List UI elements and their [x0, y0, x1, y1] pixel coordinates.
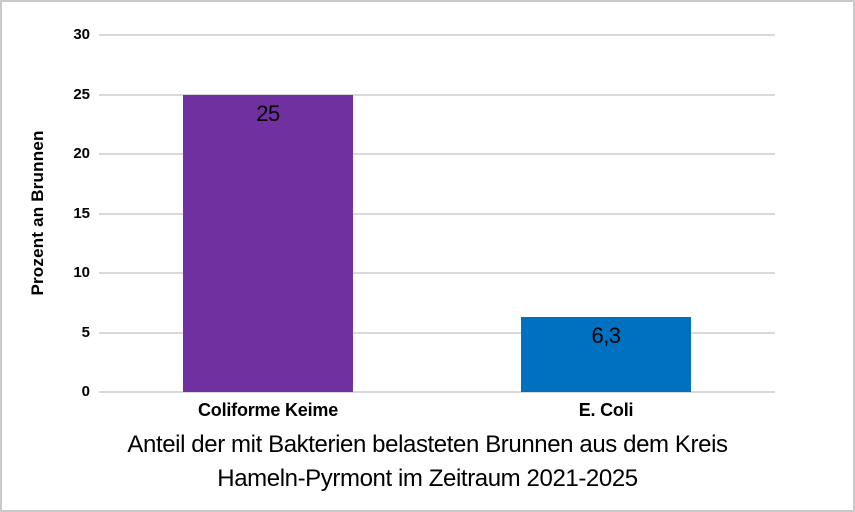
x-category-label-1: Coliforme Keime [197, 400, 339, 420]
x-category-label-2: E. Coli [578, 400, 634, 420]
gridline-10 [99, 272, 775, 274]
chart-title-line-2: Hameln-Pyrmont im Zeitraum 2021-2025 [217, 465, 638, 492]
bar-value-label-1: 25 [256, 100, 280, 126]
y-tick-label-0: 0 [81, 383, 90, 400]
bar-e-coli: 6,3 [521, 317, 691, 392]
gridline-25 [99, 93, 775, 96]
bar-value-label-2: 6,3 [591, 323, 621, 349]
gridline-0 [99, 391, 775, 393]
chart-title: Anteil der mit Bakterien belasteten Brun… [2, 428, 853, 496]
y-tick-label-10: 10 [73, 264, 90, 281]
gridline-30 [99, 34, 775, 36]
y-tick-label-15: 15 [73, 204, 90, 222]
bar-coliforme-keime: 25 [183, 94, 353, 392]
plot-area: 25 6,3 [99, 34, 775, 393]
gridline-5 [99, 331, 775, 334]
y-tick-label-20: 20 [73, 145, 90, 162]
y-tick-label-30: 30 [73, 26, 90, 43]
chart-title-line-1: Anteil der mit Bakterien belasteten Brun… [127, 431, 728, 458]
y-tick-label-5: 5 [81, 323, 90, 341]
gridline-20 [99, 153, 775, 155]
gridline-15 [99, 212, 775, 215]
y-tick-label-25: 25 [73, 85, 90, 103]
